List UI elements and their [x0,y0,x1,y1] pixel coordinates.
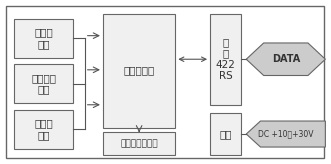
Text: 电源: 电源 [219,129,232,139]
Bar [14,110,73,149]
Bar [210,14,241,105]
Text: RS: RS [219,71,233,81]
Bar [14,19,73,58]
Text: 三轴: 三轴 [37,84,50,94]
Text: 嵌入式系统: 嵌入式系统 [123,66,155,76]
Text: 陀螺仪: 陀螺仪 [34,27,53,37]
Bar [14,64,73,103]
Text: 422: 422 [216,60,236,70]
Text: 接: 接 [222,49,229,59]
Text: 口: 口 [222,37,229,47]
Text: DATA: DATA [272,54,300,64]
Text: 温度: 温度 [37,130,50,140]
Text: 标定数据存储器: 标定数据存储器 [120,139,158,148]
Polygon shape [246,121,325,147]
Polygon shape [246,43,325,75]
Text: 三轴: 三轴 [37,39,50,49]
Text: 加速度计: 加速度计 [31,73,56,83]
Text: DC +10～+30V: DC +10～+30V [258,130,313,139]
Bar [210,113,241,155]
Bar [103,14,175,128]
Text: 传感器: 传感器 [34,118,53,128]
Bar [103,132,175,155]
